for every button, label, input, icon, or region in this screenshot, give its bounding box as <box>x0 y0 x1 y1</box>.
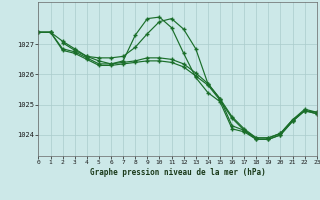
X-axis label: Graphe pression niveau de la mer (hPa): Graphe pression niveau de la mer (hPa) <box>90 168 266 177</box>
